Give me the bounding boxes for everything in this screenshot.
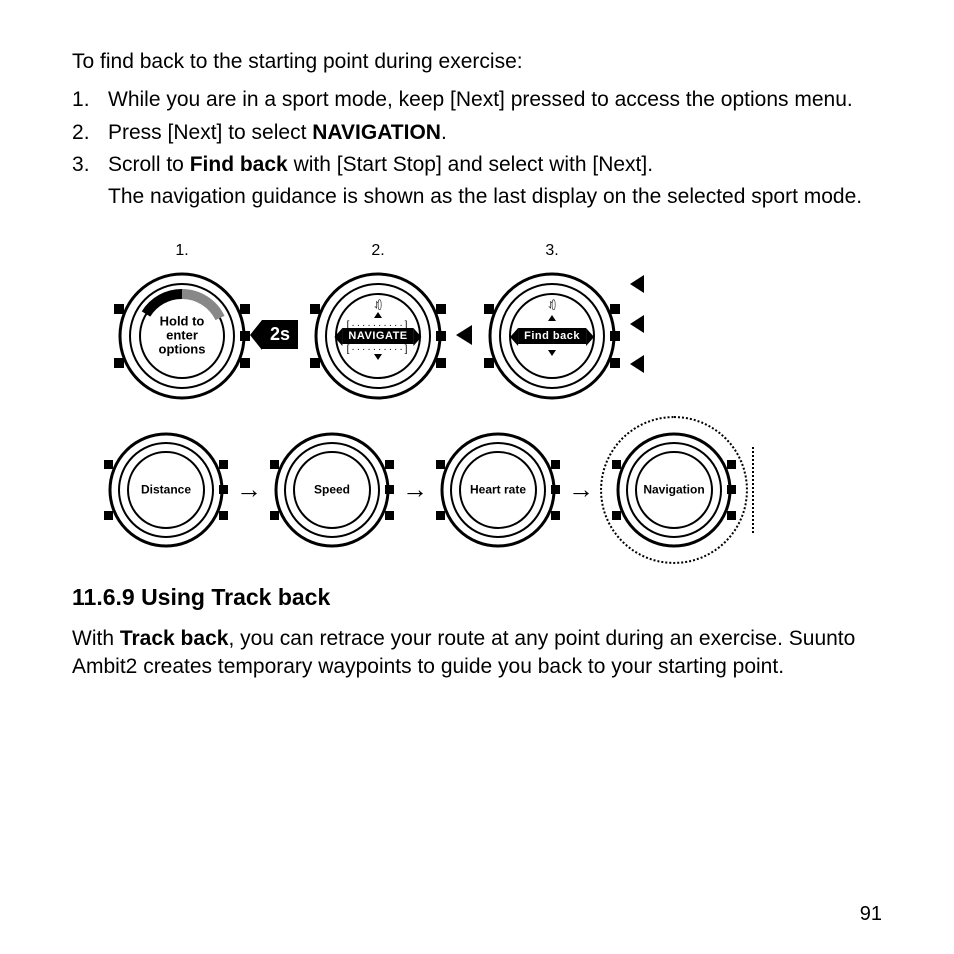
step-label-3: 3. <box>545 242 558 260</box>
watch-1-col: 1. Hold to enter options <box>112 242 252 406</box>
step-2: Press [Next] to select NAVIGATION. <box>100 119 882 147</box>
arrow-right-1: → <box>236 474 262 505</box>
tri-down-icon-2 <box>548 350 556 356</box>
arrow-right-2: → <box>402 474 428 505</box>
watch-2: ꀒ [··········] NAVIGATE [··········] <box>308 266 448 406</box>
para-pre: With <box>72 627 120 650</box>
diagram-row-bottom: Distance → Speed → Heart rate <box>72 426 882 554</box>
step-3-subtext: The navigation guidance is shown as the … <box>108 183 882 211</box>
watch-1-text: Hold to enter options <box>159 314 206 357</box>
watch-navigation-label: Navigation <box>643 483 704 496</box>
tri-down-icon <box>374 354 382 360</box>
instruction-list: While you are in a sport mode, keep [Nex… <box>100 86 882 211</box>
running-icon: ꀒ <box>373 297 382 313</box>
step-3-post: with [Start Stop] and select with [Next]… <box>288 153 653 176</box>
step-2-post: . <box>441 121 447 144</box>
step-1-text: While you are in a sport mode, keep [Nex… <box>108 88 853 111</box>
step-3-pre: Scroll to <box>108 153 190 176</box>
step-label-2: 2. <box>371 242 384 260</box>
tri-up-icon <box>374 312 382 318</box>
section-heading: 11.6.9 Using Track back <box>72 584 882 611</box>
watch-navigation: Navigation <box>610 426 738 554</box>
arrow-right-3: → <box>568 474 594 505</box>
press-arrow-top <box>630 275 644 293</box>
watch-distance-label: Distance <box>141 483 191 496</box>
step-2-bold: NAVIGATION <box>312 121 441 144</box>
press-arrow-1 <box>456 325 472 345</box>
watch-distance: Distance <box>102 426 230 554</box>
watch-3: ꀒ Find back <box>482 266 622 406</box>
diagram-area: 1. Hold to enter options 2s 2. <box>72 242 882 554</box>
press-arrow-bot <box>630 355 644 373</box>
step-2-pre: Press [Next] to select <box>108 121 312 144</box>
watch-heartrate: Heart rate <box>434 426 562 554</box>
watch-3-banner: Find back <box>518 328 586 344</box>
watch-2-banner: NAVIGATE <box>342 328 413 344</box>
page-number: 91 <box>860 903 882 926</box>
step-label-1: 1. <box>175 242 188 260</box>
watch-2-col: 2. ꀒ [··········] NAVIGATE [··········] <box>308 242 448 406</box>
section-paragraph: With Track back, you can retrace your ro… <box>72 625 882 682</box>
intro-text: To find back to the starting point durin… <box>72 48 882 76</box>
step-3-bold: Find back <box>190 153 288 176</box>
step-3: Scroll to Find back with [Start Stop] an… <box>100 151 882 212</box>
watch-speed-label: Speed <box>314 483 350 496</box>
para-bold: Track back <box>120 627 229 650</box>
step-1: While you are in a sport mode, keep [Nex… <box>100 86 882 114</box>
diagram-row-top: 1. Hold to enter options 2s 2. <box>72 242 882 406</box>
press-arrow-mid <box>630 315 644 333</box>
watch-speed: Speed <box>268 426 396 554</box>
tri-up-icon-2 <box>548 315 556 321</box>
watch-heartrate-label: Heart rate <box>470 483 526 496</box>
press-arrow-stack <box>630 275 644 373</box>
running-icon-2: ꀒ <box>547 297 556 313</box>
watch-1: Hold to enter options <box>112 266 252 406</box>
badge-2s: 2s <box>262 320 298 349</box>
watch-3-col: 3. ꀒ Find back <box>482 242 622 406</box>
